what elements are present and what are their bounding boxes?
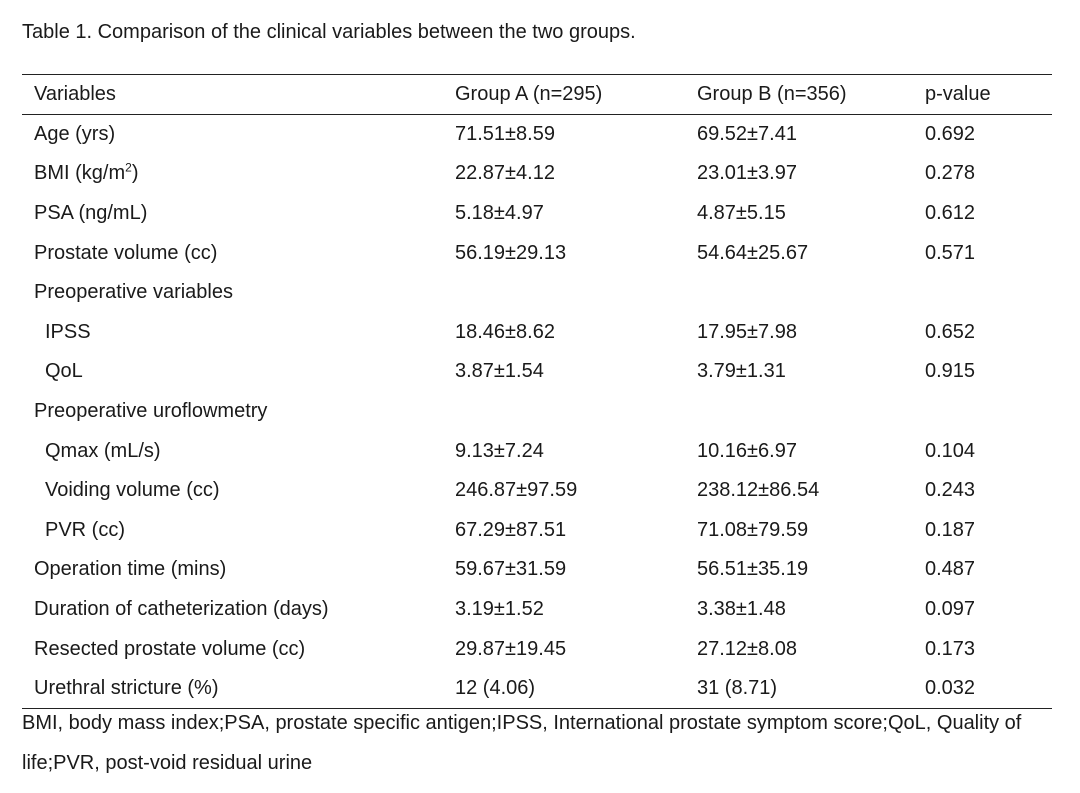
- table-row: Operation time (mins) 59.67±31.59 56.51±…: [22, 550, 1052, 590]
- table-row: Resected prostate volume (cc) 29.87±19.4…: [22, 629, 1052, 669]
- group-a-value: 29.87±19.45: [455, 637, 567, 660]
- header-p-value: p-value: [925, 83, 991, 105]
- group-b-value: 69.52±7.41: [697, 123, 797, 146]
- header-group-b: Group B (n=356): [697, 83, 847, 105]
- p-value: [925, 392, 1052, 432]
- group-b-value: 3.38±1.48: [697, 597, 786, 620]
- row-label: Duration of catheterization (days): [34, 597, 329, 620]
- p-value: 0.692: [925, 123, 976, 146]
- row-label: Age (yrs): [34, 123, 116, 146]
- row-label: QoL: [45, 360, 83, 383]
- table-row: Prostate volume (cc) 56.19±29.13 54.64±2…: [22, 233, 1052, 273]
- row-label-superscript: 2: [125, 160, 132, 175]
- group-a-value: 12 (4.06): [455, 676, 536, 699]
- group-a-value: 18.46±8.62: [455, 320, 555, 343]
- clinical-variables-table: Variables Group A (n=295) Group B (n=356…: [22, 74, 1052, 709]
- header-variables: Variables: [34, 83, 116, 105]
- table-section-row: Preoperative variables: [22, 273, 1052, 313]
- table-row: Urethral stricture (%) 12 (4.06) 31 (8.7…: [22, 669, 1052, 709]
- group-b-value: 54.64±25.67: [697, 241, 809, 264]
- table-footnote: BMI, body mass index;PSA, prostate speci…: [22, 712, 1022, 774]
- p-value: 0.612: [925, 201, 976, 224]
- group-b-value: [697, 392, 925, 432]
- table-row: Age (yrs) 71.51±8.59 69.52±7.41 0.692: [22, 115, 1052, 155]
- group-a-value: 59.67±31.59: [455, 558, 567, 581]
- table-header-row: Variables Group A (n=295) Group B (n=356…: [22, 74, 1052, 115]
- group-a-value: 3.19±1.52: [455, 597, 544, 620]
- group-b-value: 71.08±79.59: [697, 518, 809, 541]
- row-label: IPSS: [45, 320, 91, 343]
- clinical-variables-table-container: Variables Group A (n=295) Group B (n=356…: [22, 74, 1052, 709]
- table-row: QoL 3.87±1.54 3.79±1.31 0.915: [22, 352, 1052, 392]
- row-label-suffix: ): [131, 162, 139, 185]
- p-value: 0.187: [925, 518, 976, 541]
- p-value: 0.173: [925, 637, 976, 660]
- group-b-value: [697, 273, 925, 313]
- table-caption: Table 1. Comparison of the clinical vari…: [22, 21, 636, 43]
- table-row: PVR (cc) 67.29±87.51 71.08±79.59 0.187: [22, 510, 1052, 550]
- table-section-row: Preoperative uroflowmetry: [22, 392, 1052, 432]
- table-row: Voiding volume (cc) 246.87±97.59 238.12±…: [22, 471, 1052, 511]
- p-value: 0.487: [925, 558, 976, 581]
- p-value: 0.571: [925, 241, 976, 264]
- group-b-value: 23.01±3.97: [697, 162, 797, 185]
- group-a-value: 56.19±29.13: [455, 241, 567, 264]
- header-group-a: Group A (n=295): [455, 83, 603, 105]
- group-b-value: 4.87±5.15: [697, 201, 786, 224]
- group-a-value: 22.87±4.12: [455, 162, 555, 185]
- group-b-value: 238.12±86.54: [697, 479, 820, 502]
- table-row: Qmax (mL/s) 9.13±7.24 10.16±6.97 0.104: [22, 431, 1052, 471]
- group-a-value: 9.13±7.24: [455, 439, 544, 462]
- row-label: Operation time (mins): [34, 558, 227, 581]
- row-label: Voiding volume (cc): [45, 479, 220, 502]
- group-a-value: 67.29±87.51: [455, 518, 567, 541]
- group-b-value: 3.79±1.31: [697, 360, 786, 383]
- p-value: [925, 273, 1052, 313]
- row-label: PVR (cc): [45, 518, 125, 541]
- row-label: Prostate volume (cc): [34, 241, 218, 264]
- row-label: Resected prostate volume (cc): [34, 637, 306, 660]
- p-value: 0.032: [925, 676, 976, 699]
- p-value: 0.243: [925, 479, 976, 502]
- group-b-value: 10.16±6.97: [697, 439, 797, 462]
- p-value: 0.097: [925, 597, 976, 620]
- group-a-value: 71.51±8.59: [455, 123, 555, 146]
- p-value: 0.278: [925, 162, 976, 185]
- table-row: PSA (ng/mL) 5.18±4.97 4.87±5.15 0.612: [22, 194, 1052, 234]
- section-label: Preoperative uroflowmetry: [34, 399, 268, 422]
- group-b-value: 17.95±7.98: [697, 320, 797, 343]
- group-a-value: 5.18±4.97: [455, 201, 544, 224]
- p-value: 0.915: [925, 360, 976, 383]
- group-a-value: 3.87±1.54: [455, 360, 544, 383]
- row-label-text: BMI (kg/m: [34, 162, 126, 185]
- p-value: 0.652: [925, 320, 976, 343]
- row-label: Urethral stricture (%): [34, 676, 219, 699]
- row-label: Qmax (mL/s): [45, 439, 161, 462]
- group-a-value: [455, 273, 697, 313]
- group-b-value: 31 (8.71): [697, 676, 778, 699]
- table-row: IPSS 18.46±8.62 17.95±7.98 0.652: [22, 312, 1052, 352]
- table-row: Duration of catheterization (days) 3.19±…: [22, 590, 1052, 630]
- p-value: 0.104: [925, 439, 976, 462]
- group-a-value: [455, 392, 697, 432]
- row-label: PSA (ng/mL): [34, 201, 148, 224]
- group-b-value: 27.12±8.08: [697, 637, 797, 660]
- group-a-value: 246.87±97.59: [455, 479, 578, 502]
- section-label: Preoperative variables: [34, 281, 233, 304]
- group-b-value: 56.51±35.19: [697, 558, 809, 581]
- row-label: BMI (kg/m2): [22, 154, 455, 194]
- table-row: BMI (kg/m2) 22.87±4.12 23.01±3.97 0.278: [22, 154, 1052, 194]
